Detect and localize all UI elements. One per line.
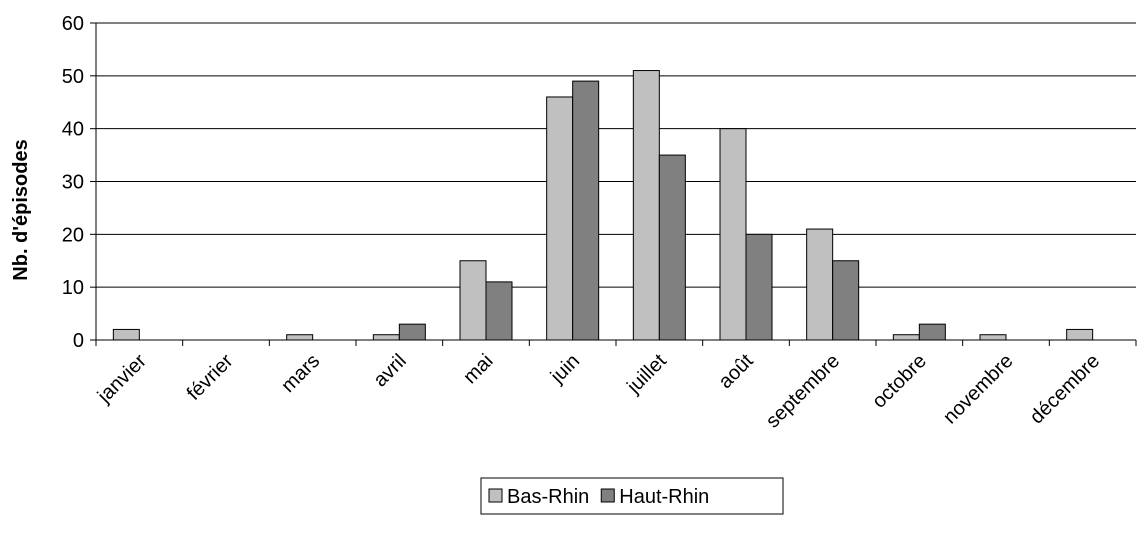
bar-bas-rhin	[1066, 328, 1094, 341]
bar-haut-rhin	[832, 260, 860, 341]
y-tick-label: 30	[62, 172, 84, 194]
legend-box	[480, 477, 784, 515]
x-tick-label: avril	[369, 350, 410, 391]
x-tick-label: septembre	[762, 350, 844, 432]
x-tick-label: octobre	[868, 350, 931, 413]
bar-bas-rhin	[286, 334, 314, 341]
x-tick-label: juin	[546, 350, 584, 388]
legend: Bas-Rhin Haut-Rhin	[480, 477, 784, 515]
bar-haut-rhin	[572, 80, 600, 341]
bar-bas-rhin	[112, 328, 140, 341]
bar-bas-rhin	[632, 70, 660, 341]
bar-bas-rhin	[892, 334, 920, 341]
x-tick-label: mai	[459, 350, 497, 388]
bars	[112, 70, 1094, 341]
x-tick-label: août	[714, 350, 757, 393]
y-tick-label: 60	[62, 13, 84, 35]
x-tick-label: février	[183, 350, 238, 405]
x-axis-ticks: janvier février mars avril mai juin juillet aoû…	[93, 340, 1137, 432]
bar-haut-rhin	[918, 323, 946, 341]
x-tick-label: juillet	[622, 350, 671, 399]
legend-label: Bas-Rhin	[507, 486, 589, 508]
bar-bas-rhin	[459, 260, 487, 341]
legend-label: Haut-Rhin	[619, 486, 709, 508]
x-tick-label: mars	[277, 350, 324, 397]
gridlines	[96, 22, 1136, 288]
y-axis-ticks: 0 10 20 30 40 50 60	[62, 13, 96, 352]
bar-haut-rhin	[485, 281, 513, 341]
legend-swatch	[600, 488, 615, 503]
y-tick-label: 0	[73, 330, 84, 352]
bar-haut-rhin	[745, 233, 773, 341]
y-tick-label: 20	[62, 224, 84, 246]
y-tick-label: 50	[62, 66, 84, 88]
y-tick-label: 40	[62, 119, 84, 141]
x-tick-label: décembre	[1026, 350, 1104, 428]
bar-bas-rhin	[719, 128, 747, 341]
bar-bas-rhin	[546, 96, 574, 341]
bar-haut-rhin	[398, 323, 426, 341]
x-tick-label: janvier	[93, 350, 151, 408]
bar-haut-rhin	[658, 154, 686, 341]
bar-bas-rhin	[979, 334, 1007, 341]
y-axis-label: Nb. d'épisodes	[10, 139, 32, 280]
legend-swatch	[488, 488, 503, 503]
bar-bas-rhin	[806, 228, 834, 341]
y-tick-label: 10	[62, 277, 84, 299]
bar-bas-rhin	[372, 334, 400, 341]
x-tick-label: novembre	[939, 350, 1017, 428]
